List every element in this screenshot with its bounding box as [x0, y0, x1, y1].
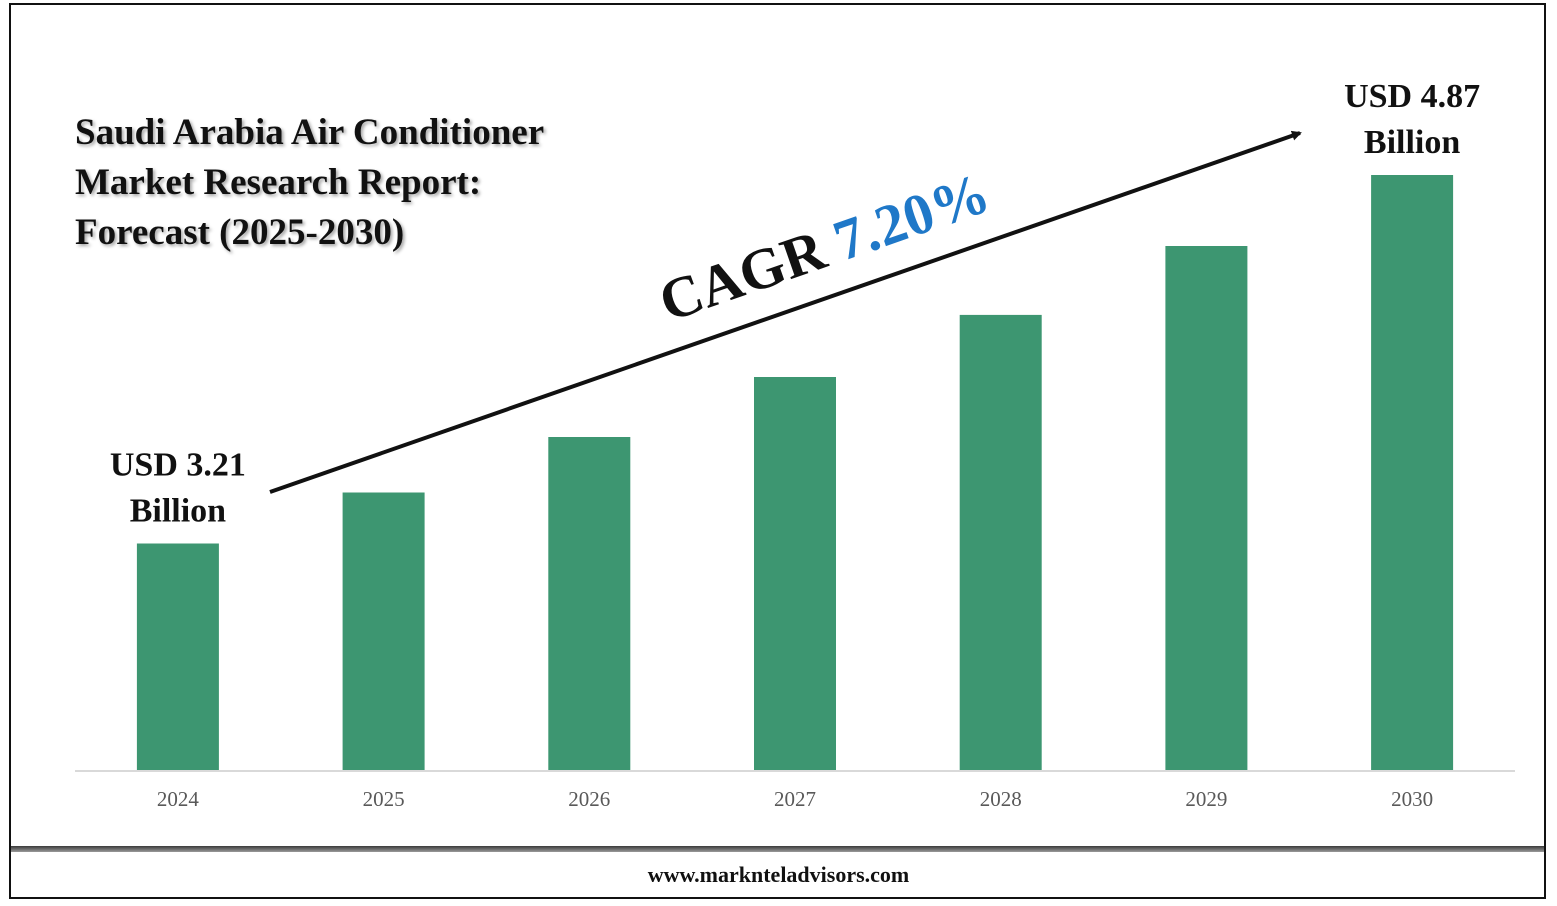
x-tick-label: 2027: [774, 787, 816, 811]
footer-divider: [11, 846, 1544, 852]
chart-title: Saudi Arabia Air Conditioner Market Rese…: [75, 108, 544, 258]
cagr-label: CAGR7.20%: [651, 160, 998, 335]
x-tick-label: 2029: [1185, 787, 1227, 811]
data-label-2024: USD 3.21: [110, 447, 246, 484]
bar-2028: [959, 314, 1042, 770]
bar-2029: [1165, 246, 1248, 770]
data-label-2024: Billion: [130, 493, 226, 530]
footer-url: www.marknteladvisors.com: [647, 862, 910, 887]
x-tick-label: 2028: [980, 787, 1022, 811]
x-tick-label: 2024: [157, 787, 200, 811]
cagr-arrow: [269, 130, 1302, 494]
title-line-1: Saudi Arabia Air Conditioner: [75, 112, 545, 153]
data-label-2030: USD 4.87: [1344, 78, 1480, 115]
bar-2027: [754, 377, 836, 770]
data-label-2030: Billion: [1364, 124, 1460, 161]
title-line-3: Forecast (2025-2030): [75, 212, 405, 253]
title-line-2: Market Research Report:: [75, 162, 482, 203]
x-tick-label: 2030: [1391, 787, 1433, 811]
bar-2025: [342, 492, 425, 770]
cagr-text: CAGR: [651, 216, 835, 334]
x-tick-label: 2025: [363, 787, 405, 811]
cagr-value: 7.20%: [825, 160, 997, 274]
bar-2024: [136, 543, 219, 770]
bar-2030: [1371, 175, 1454, 770]
x-tick-label: 2026: [568, 787, 610, 811]
bar-2026: [548, 437, 631, 770]
chart-frame: [9, 3, 1546, 899]
